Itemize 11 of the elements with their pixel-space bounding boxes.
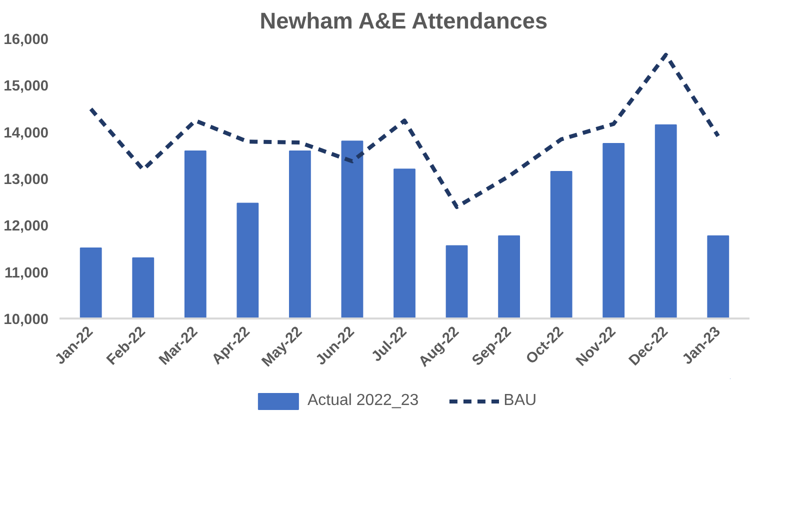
y-tick-label: 14,000 [4, 125, 48, 142]
y-tick-label: 10,000 [4, 312, 48, 328]
y-tick-label: 16,000 [4, 32, 48, 48]
y-tick-label: 13,000 [4, 172, 48, 188]
y-tick-label: 15,000 [4, 78, 48, 95]
legend-label: Actual 2022_23 [307, 392, 419, 410]
line-series [88, 52, 720, 209]
chart-title: Newham A&E Attendances [260, 8, 548, 34]
y-tick-label: 11,000 [4, 265, 49, 282]
legend-label: BAU [504, 392, 537, 410]
y-tick-label: 12,000 [4, 218, 48, 235]
